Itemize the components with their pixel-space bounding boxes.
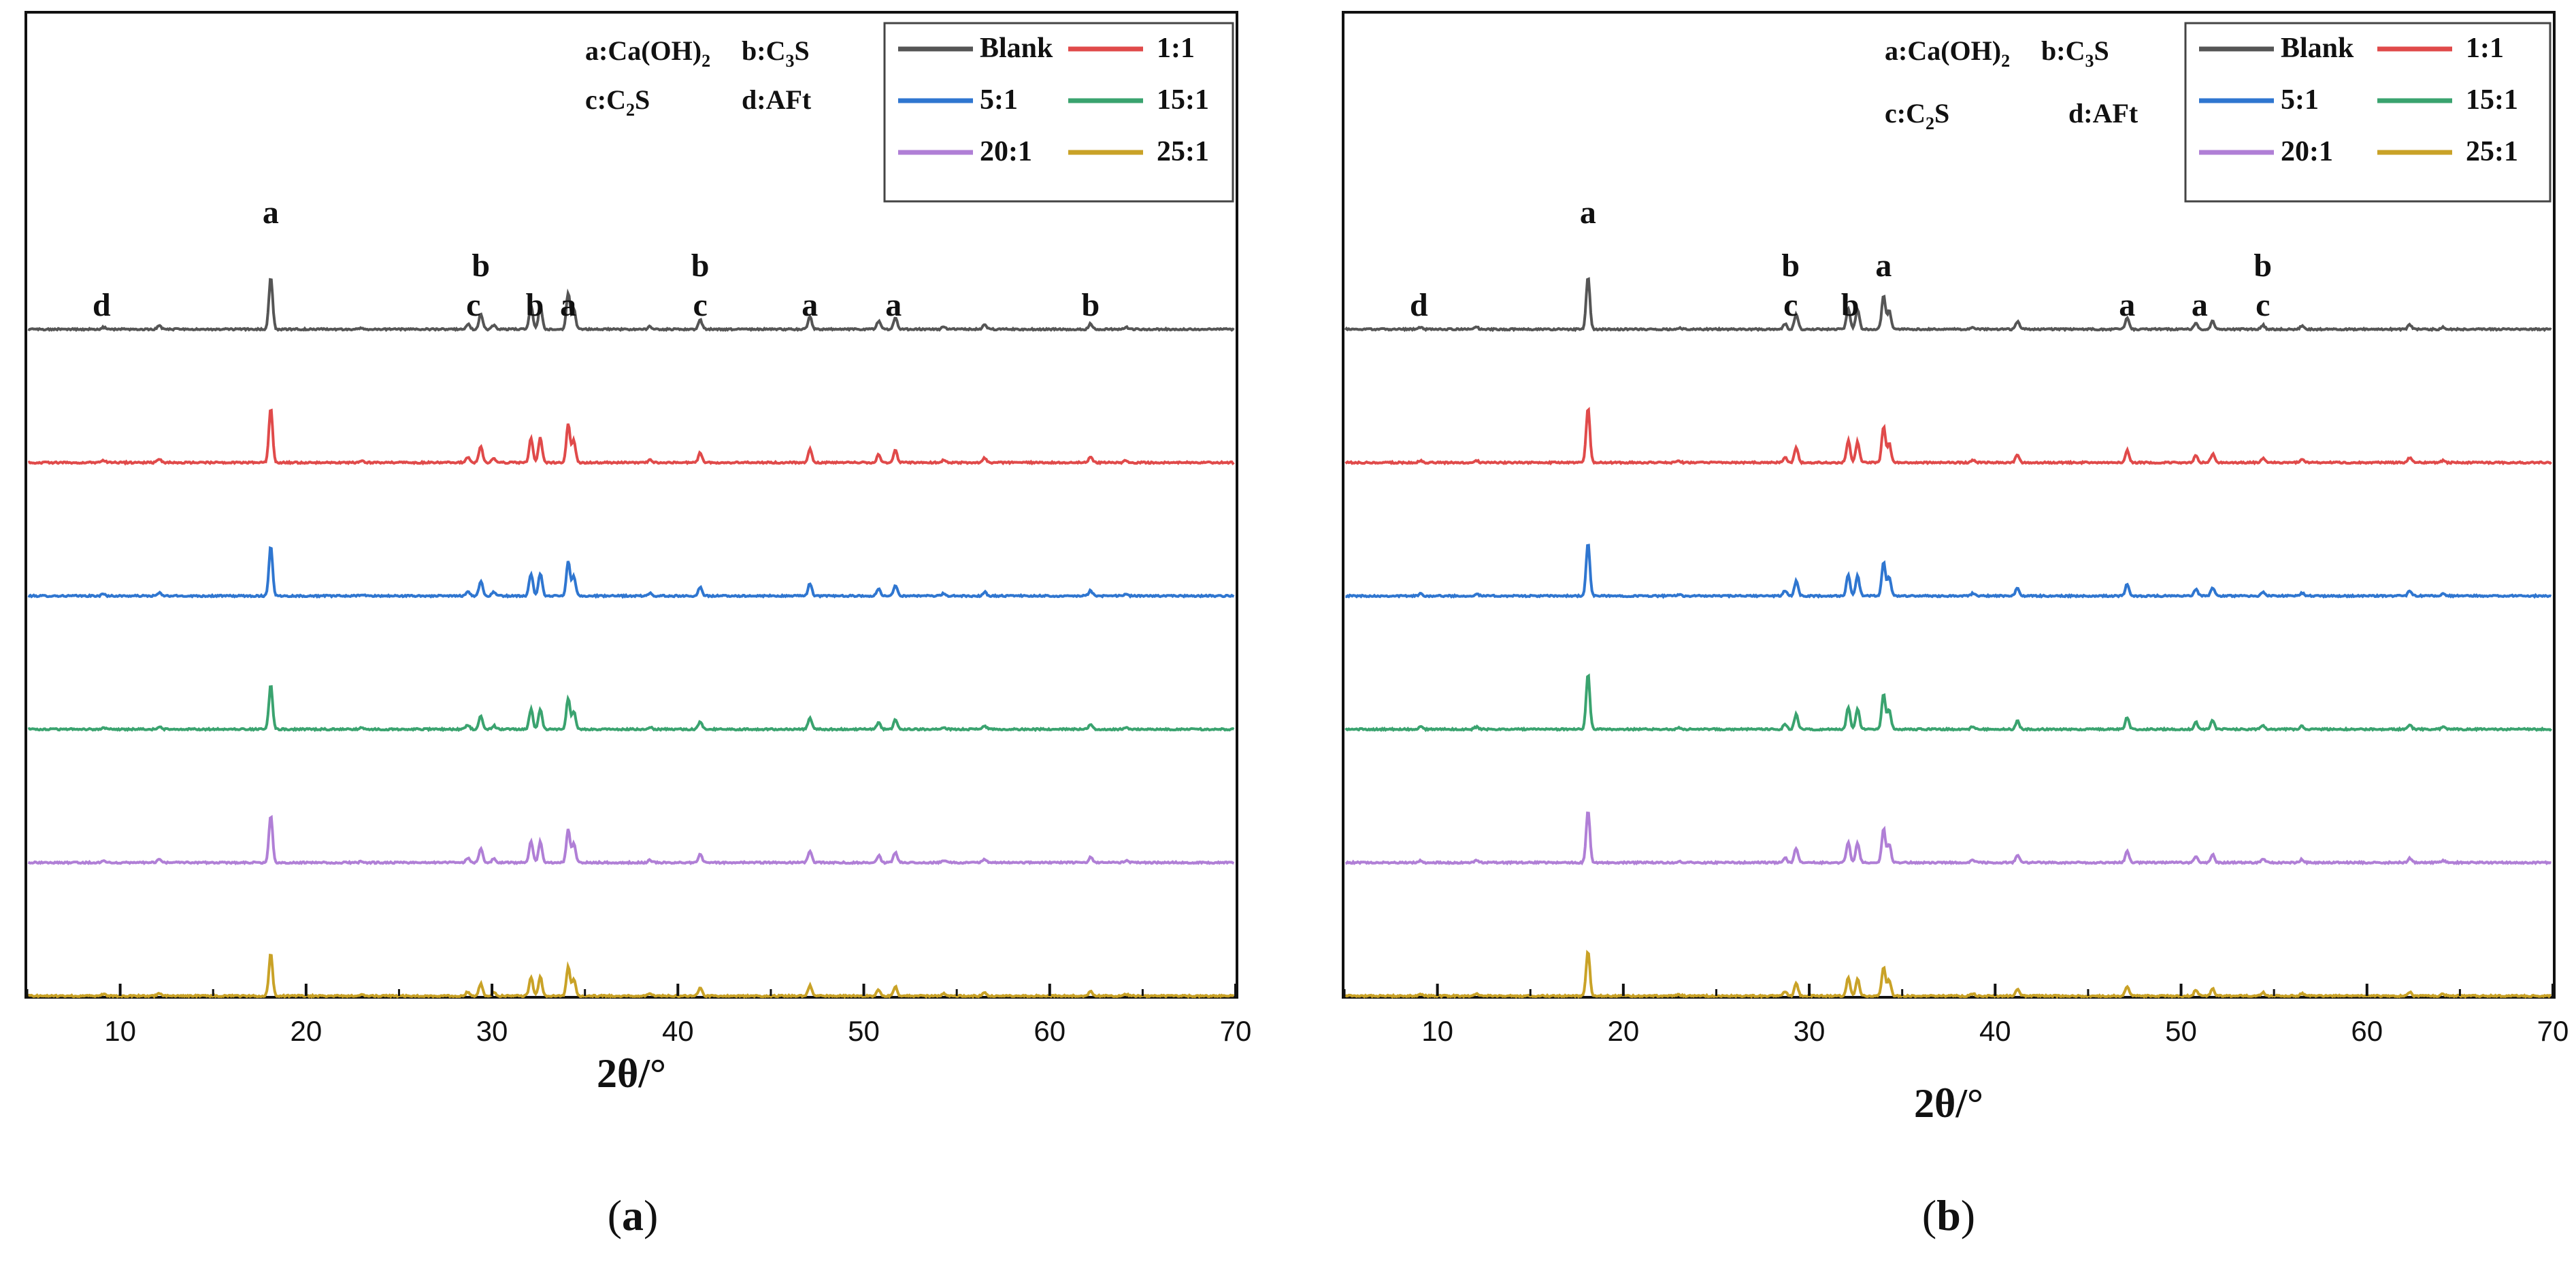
- series-line-20-to-1: [1345, 811, 2552, 866]
- legend-label: 25:1: [2466, 136, 2518, 167]
- panel-b-legend-box: [2184, 22, 2552, 203]
- panel-a-x-ticks: 10 20 30 40 50 60 70: [26, 984, 1252, 1047]
- legend-label: 20:1: [980, 136, 1032, 167]
- phase-key-d: d:AFt: [742, 84, 812, 115]
- peak-label: b: [2253, 248, 2272, 284]
- phase-key-b: b:C3S: [742, 35, 810, 71]
- peak-label: b: [1781, 248, 1800, 284]
- x-tick-label: 50: [2165, 1015, 2197, 1047]
- x-tick-label: 10: [1421, 1015, 1453, 1047]
- x-tick-label: 60: [2351, 1015, 2383, 1047]
- series-line-5-to-1: [27, 546, 1235, 599]
- phase-key-a: a:Ca(OH)2: [585, 35, 710, 71]
- legend-label: 15:1: [2466, 84, 2518, 116]
- phase-key-c: c:C2S: [585, 84, 650, 120]
- x-tick-label: 30: [476, 1015, 508, 1047]
- peak-label: d: [1410, 287, 1428, 323]
- series-line-1-to-1: [1344, 406, 2552, 466]
- phase-key-d: d:AFt: [2068, 98, 2139, 129]
- peak-label: a: [263, 195, 279, 231]
- panel-a-legend: Blank 1:1 5:1 15:1 20:1 25:1: [883, 22, 1234, 203]
- x-tick-label: 20: [1607, 1015, 1639, 1047]
- panel-b-phase-key: a:Ca(OH)2 b:C3S c:C2S d:AFt: [1885, 35, 2139, 133]
- peak-label: a: [1875, 248, 1892, 284]
- panel-b-frame: [1342, 11, 2556, 999]
- x-tick-label: 50: [848, 1015, 880, 1047]
- legend-label: 5:1: [2281, 84, 2319, 116]
- x-tick-label: 30: [1794, 1015, 1826, 1047]
- peak-label: a: [885, 287, 902, 323]
- peak-label: b: [1841, 287, 1860, 323]
- peak-label: d: [93, 287, 111, 323]
- panel-b-x-axis-label: 2θ/°: [1914, 1081, 1983, 1126]
- panel-a-legend-box: [883, 22, 1234, 203]
- legend-label: 5:1: [980, 84, 1018, 116]
- legend-label: 1:1: [1157, 33, 1195, 64]
- panel-b-traces: [1344, 277, 2552, 999]
- peak-label: b: [691, 248, 710, 284]
- series-line-15-to-1: [27, 685, 1235, 733]
- series-line-20-to-1: [27, 814, 1235, 866]
- x-tick-label: 40: [1979, 1015, 2011, 1047]
- peak-label: a: [802, 287, 818, 323]
- peak-label: c: [466, 287, 480, 323]
- x-tick-label: 70: [1220, 1015, 1252, 1047]
- panel-a-caption: (a): [608, 1191, 659, 1239]
- series-line-blank: [27, 278, 1235, 333]
- legend-label: 25:1: [1157, 136, 1209, 167]
- peak-label: b: [526, 287, 544, 323]
- x-tick-label: 60: [1034, 1015, 1066, 1047]
- series-line-15-to-1: [1344, 673, 2552, 733]
- x-tick-label: 40: [662, 1015, 694, 1047]
- peak-label: c: [2256, 287, 2270, 323]
- x-tick-label: 10: [104, 1015, 136, 1047]
- series-line-25-to-1: [27, 953, 1235, 999]
- x-tick-label: 70: [2537, 1015, 2569, 1047]
- panel-a-x-axis-label: 2θ/°: [597, 1051, 666, 1096]
- panel-b-caption: (b): [1922, 1191, 1975, 1239]
- peak-label: a: [2119, 287, 2135, 323]
- series-line-blank: [1344, 277, 2552, 333]
- panel-a-traces: [27, 278, 1235, 999]
- panel-b-legend: Blank 1:1 5:1 15:1 20:1 25:1: [2184, 22, 2552, 203]
- peak-label: c: [693, 287, 707, 323]
- panel-b-x-ticks: 10 20 30 40 50 60 70: [1343, 984, 2569, 1047]
- legend-label: Blank: [2281, 33, 2354, 64]
- peak-label: c: [1783, 287, 1798, 323]
- panel-a-phase-key: a:Ca(OH)2 b:C3S c:C2S d:AFt: [585, 35, 812, 120]
- x-tick-label: 20: [290, 1015, 322, 1047]
- legend-label: Blank: [980, 33, 1053, 64]
- legend-label: 20:1: [2281, 136, 2333, 167]
- peak-label: b: [472, 248, 490, 284]
- phase-key-b: b:C3S: [2041, 35, 2109, 71]
- peak-label: a: [1580, 195, 1596, 231]
- phase-key-a: a:Ca(OH)2: [1885, 35, 2010, 71]
- legend-label: 1:1: [2466, 33, 2504, 64]
- peak-label: a: [560, 287, 576, 323]
- series-line-25-to-1: [1344, 950, 2552, 999]
- peak-label: a: [2192, 287, 2208, 323]
- peak-label: b: [1082, 287, 1100, 323]
- series-line-5-to-1: [1345, 544, 2552, 599]
- legend-label: 15:1: [1157, 84, 1209, 116]
- series-line-1-to-1: [27, 408, 1235, 466]
- phase-key-c: c:C2S: [1885, 98, 1949, 133]
